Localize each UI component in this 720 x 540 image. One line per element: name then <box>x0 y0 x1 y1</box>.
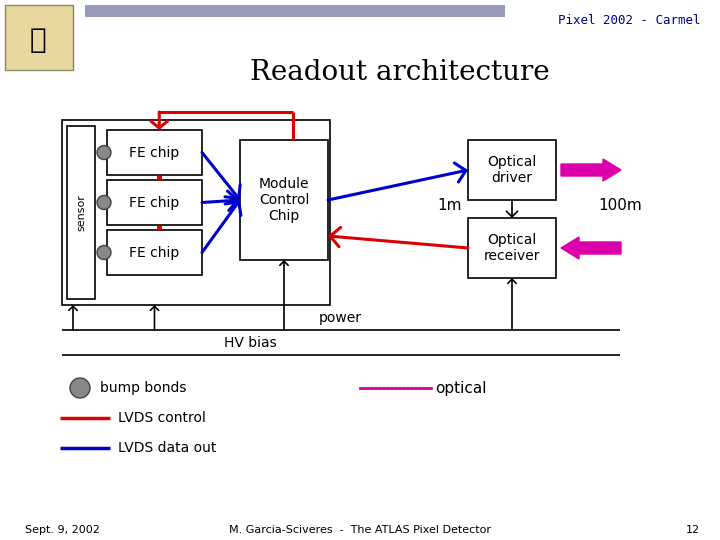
Text: bump bonds: bump bonds <box>100 381 186 395</box>
Text: power: power <box>318 311 361 325</box>
Text: LVDS control: LVDS control <box>118 411 206 425</box>
Circle shape <box>97 246 111 260</box>
Text: FE chip: FE chip <box>130 246 179 260</box>
Text: M. Garcia-Sciveres  -  The ATLAS Pixel Detector: M. Garcia-Sciveres - The ATLAS Pixel Det… <box>229 525 491 535</box>
Bar <box>468 140 556 200</box>
Text: Chip: Chip <box>269 209 300 223</box>
Bar <box>107 130 202 175</box>
FancyArrow shape <box>561 237 621 259</box>
Text: Control: Control <box>258 193 309 207</box>
Circle shape <box>70 378 90 398</box>
Bar <box>5 5 73 70</box>
Text: driver: driver <box>492 171 533 185</box>
Text: Sept. 9, 2002: Sept. 9, 2002 <box>25 525 100 535</box>
Circle shape <box>97 195 111 210</box>
Text: LVDS data out: LVDS data out <box>118 441 217 455</box>
Text: Optical: Optical <box>487 233 536 247</box>
Text: 100m: 100m <box>598 198 642 213</box>
Bar <box>62 120 330 305</box>
Text: receiver: receiver <box>484 249 540 263</box>
Text: sensor: sensor <box>76 194 86 231</box>
Circle shape <box>97 145 111 159</box>
Bar <box>107 180 202 225</box>
Bar <box>240 140 328 260</box>
Bar <box>67 126 95 299</box>
Text: optical: optical <box>435 381 487 395</box>
Text: FE chip: FE chip <box>130 195 179 210</box>
Text: 🔑: 🔑 <box>30 26 46 54</box>
Bar <box>85 5 505 17</box>
Text: HV bias: HV bias <box>224 336 276 350</box>
Text: Pixel 2002 - Carmel: Pixel 2002 - Carmel <box>557 14 700 27</box>
Bar <box>468 218 556 278</box>
Text: 12: 12 <box>686 525 700 535</box>
FancyArrow shape <box>561 159 621 181</box>
Text: Readout architecture: Readout architecture <box>250 58 550 85</box>
Text: Optical: Optical <box>487 155 536 169</box>
Bar <box>107 230 202 275</box>
Text: Module: Module <box>258 177 310 191</box>
Text: 1m: 1m <box>438 198 462 213</box>
Text: FE chip: FE chip <box>130 145 179 159</box>
